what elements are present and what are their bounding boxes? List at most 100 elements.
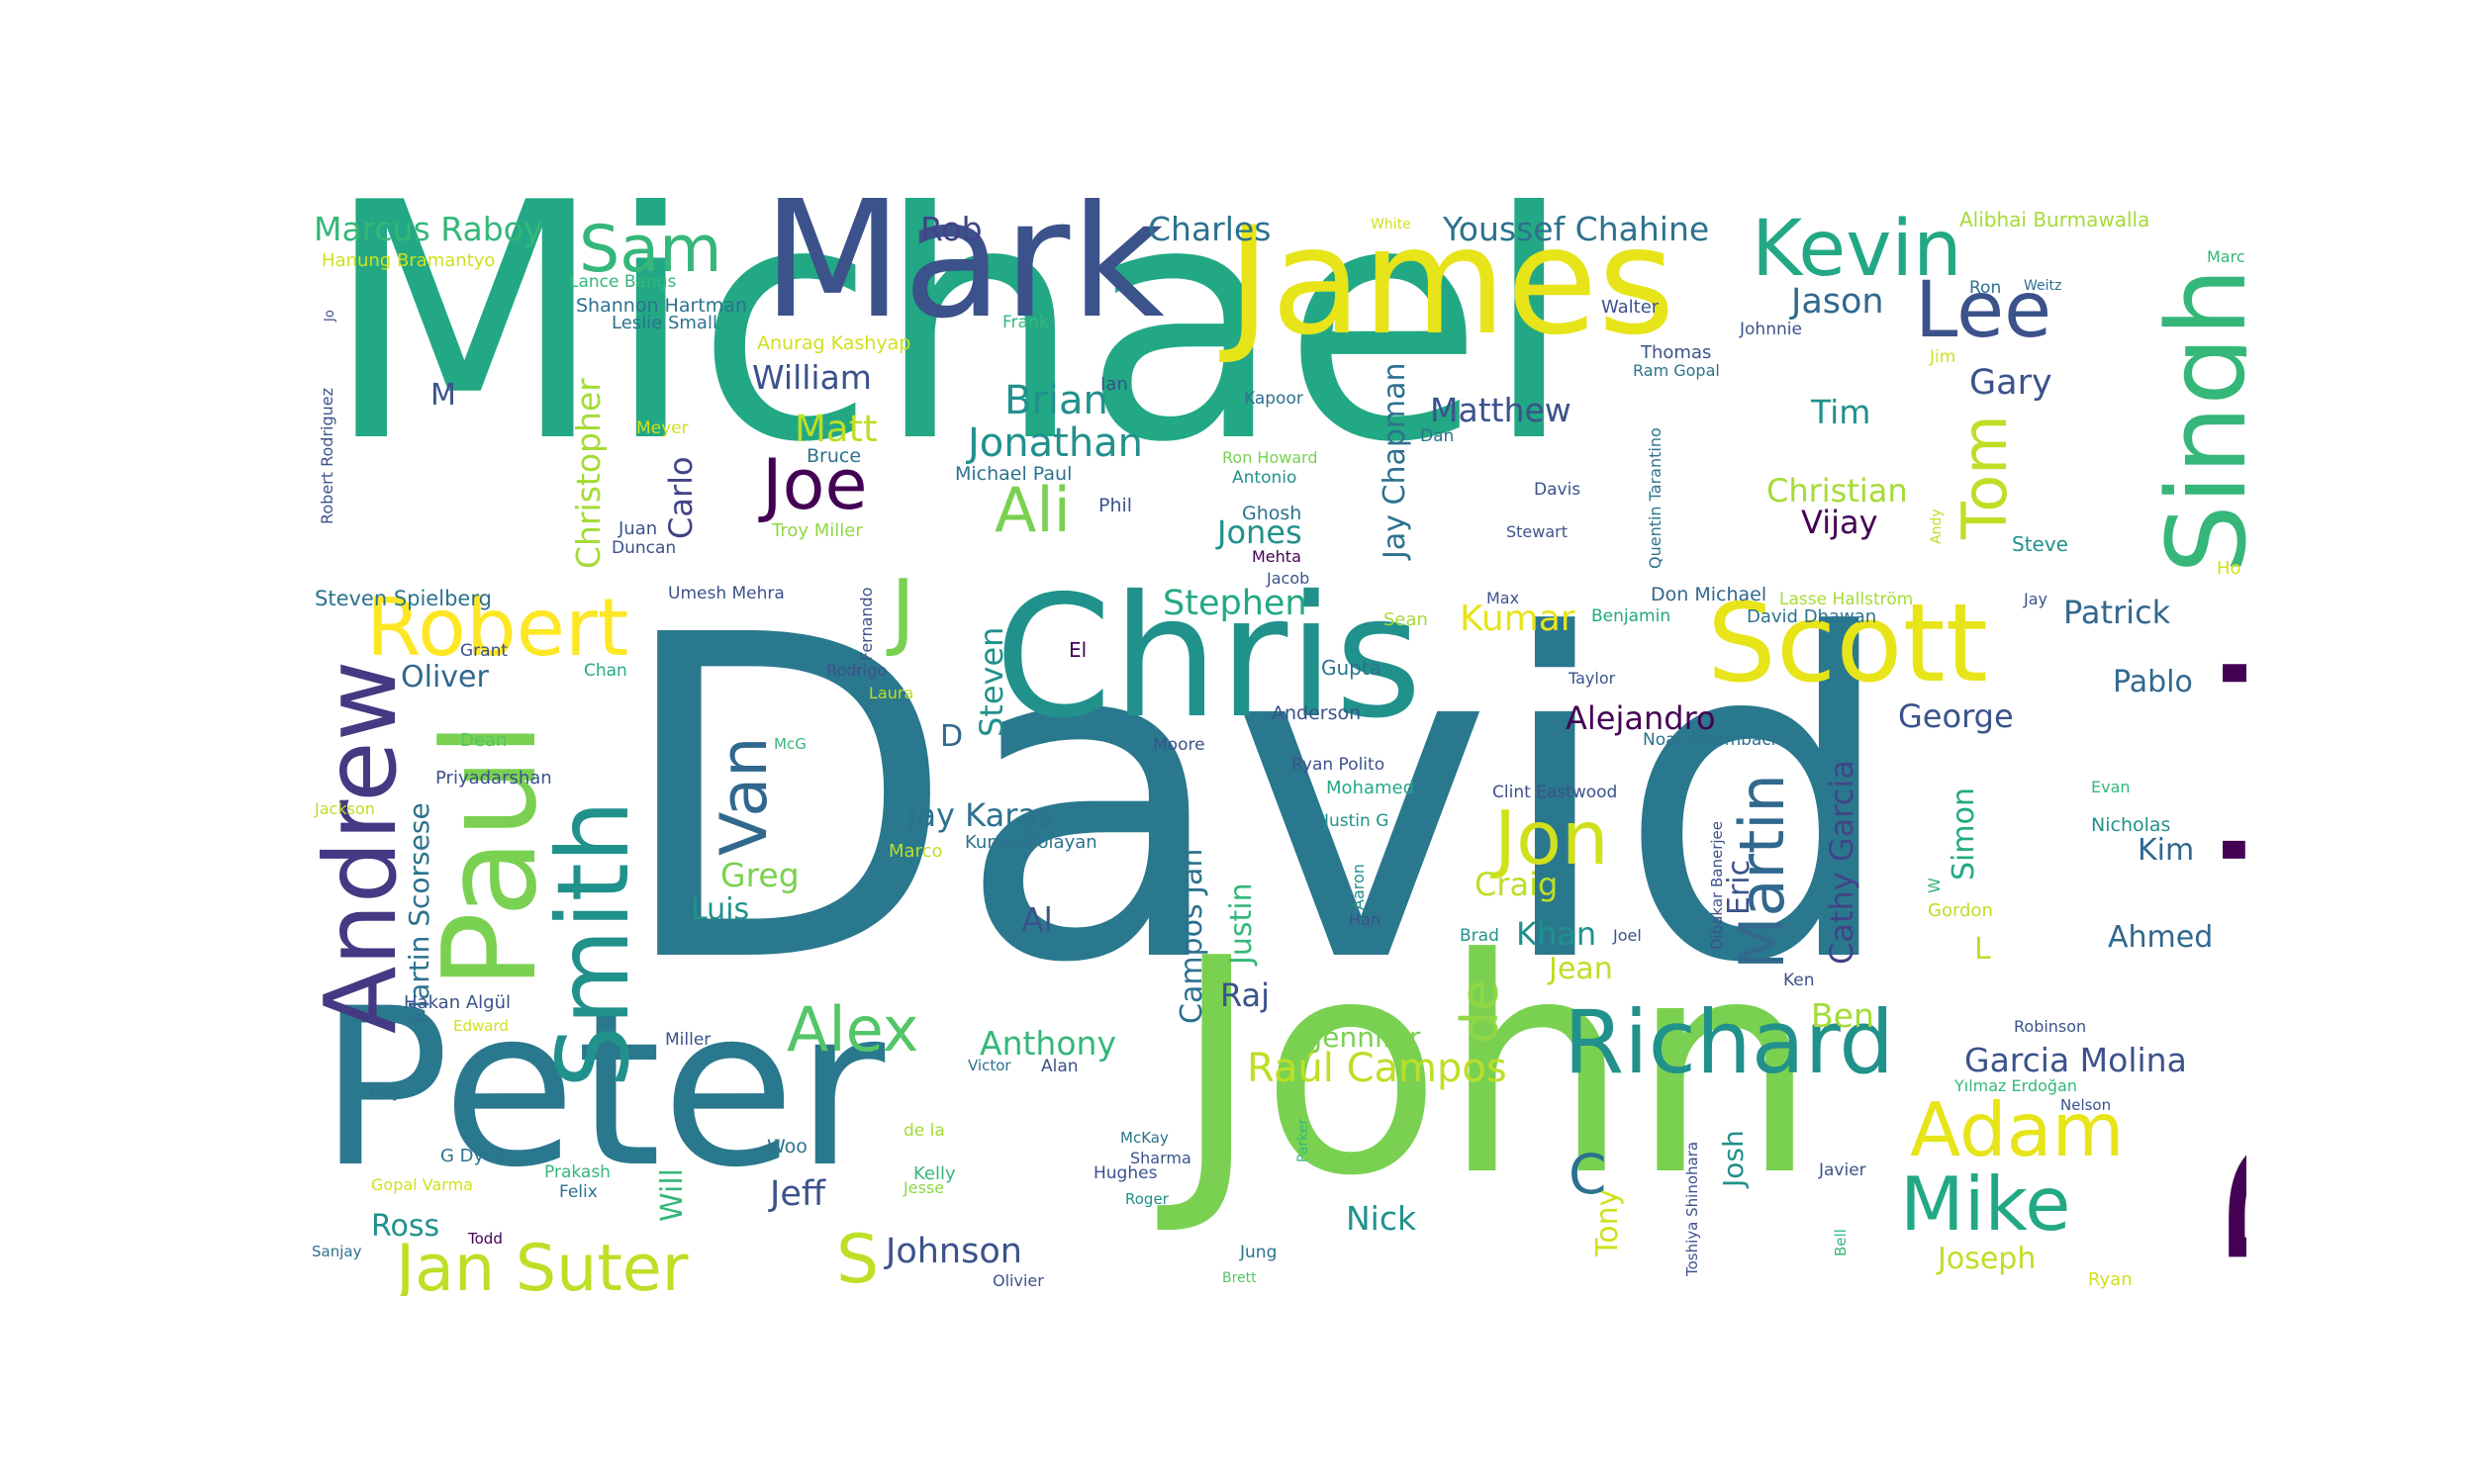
word-david-dhawan: David Dhawan — [1747, 606, 1877, 627]
word-benjamin: Benjamin — [1591, 606, 1671, 626]
word-gordon: Gordon — [1928, 900, 1993, 921]
word-anderson: Anderson — [1272, 702, 1362, 724]
word-g-dyck: G Dyck — [440, 1146, 505, 1166]
word-alex: Alex — [787, 993, 919, 1066]
word-troy-miller: Troy Miller — [772, 520, 863, 541]
word-miller: Miller — [665, 1030, 712, 1050]
word-white: White — [1371, 217, 1411, 232]
word-andrew: Andrew — [307, 660, 419, 1035]
word-aaron: Aaron — [1349, 864, 1368, 910]
word-alan: Alan — [1041, 1057, 1079, 1076]
word-davis: Davis — [1534, 480, 1581, 500]
word-patrick: Patrick — [2063, 594, 2171, 631]
word-mcg: McG — [774, 735, 807, 753]
word-jones: Jones — [1217, 513, 1302, 551]
word-lee: Lee — [1915, 266, 2052, 355]
word-de-la: de la — [904, 1121, 945, 1141]
word-johnnie: Johnnie — [1740, 320, 1802, 339]
word-jo: Jo — [323, 310, 337, 322]
word-juan: Juan — [618, 518, 658, 539]
word-alibhai-burmawalla: Alibhai Burmawalla — [1959, 208, 2150, 232]
word-hakan-algul: Hakan Algül — [404, 992, 511, 1013]
word-raul-campos: Raúl Campos — [1247, 1046, 1507, 1091]
word-richard: Richard — [1564, 991, 1895, 1093]
word-todd: Todd — [468, 1230, 503, 1248]
word-robert-rodriguez: Robert Rodriguez — [318, 387, 336, 524]
word-nelson: Nelson — [2060, 1096, 2112, 1114]
word-jacob: Jacob — [1267, 569, 1310, 588]
word-christopher: Christopher — [569, 378, 608, 569]
word-marco: Marco — [889, 841, 943, 862]
word-campos-jan: Campos Jan — [1175, 848, 1209, 1024]
word-gupta: Gupta — [1321, 656, 1381, 680]
word-thomas: Thomas — [1641, 342, 1712, 363]
word-han: Han — [1349, 910, 1380, 929]
word-ken: Ken — [1783, 971, 1815, 990]
word-mike: Mike — [1900, 1160, 2071, 1248]
word-oliver: Oliver — [401, 660, 489, 695]
word-steve: Steve — [2012, 532, 2068, 556]
word-hanung-bramantyo: Hanung Bramantyo — [322, 250, 496, 271]
word-van: Van — [708, 736, 782, 856]
word-antonio: Antonio — [1232, 468, 1297, 488]
word-jon: Jon — [1494, 794, 1609, 881]
word-mckay: McKay — [1120, 1129, 1169, 1147]
word-raj: Raj — [1220, 976, 1271, 1014]
word-joe: Joe — [762, 444, 868, 525]
word-victor: Victor — [968, 1057, 1011, 1074]
word-kevin: Kevin — [1752, 205, 1962, 294]
word-marc: Marc — [2207, 247, 2245, 266]
word-mohamed: Mohamed — [1326, 778, 1415, 798]
word-taylor: Taylor — [1569, 669, 1616, 688]
word-prakash: Prakash — [544, 1162, 611, 1182]
word-stephen: Stephen — [1163, 584, 1307, 623]
word-jeff: Jeff — [770, 1174, 825, 1214]
word-j: J — [891, 562, 916, 660]
word-frank: Frank — [1002, 313, 1049, 332]
word-ryan: Ryan — [2088, 1269, 2133, 1290]
word-l: L — [1974, 932, 1991, 967]
word-jackson: Jackson — [315, 799, 375, 818]
word-chan: Chan — [584, 661, 627, 681]
word-simon: Simon — [1947, 788, 1981, 881]
word-sanjay: Sanjay — [312, 1243, 362, 1260]
word-hughes: Hughes — [1094, 1163, 1158, 1183]
word-s: S — [836, 1221, 880, 1296]
word-kelly: Kelly — [913, 1163, 956, 1184]
word-brett: Brett — [1222, 1270, 1257, 1286]
word-mehta: Mehta — [1252, 547, 1301, 566]
word-matt: Matt — [795, 408, 878, 450]
word-phil: Phil — [1098, 495, 1133, 516]
word-jay-karas: Jay Karas — [907, 796, 1054, 834]
word-dan: Dan — [1420, 426, 1455, 446]
word-weitz: Weitz — [2024, 278, 2062, 294]
word-nick: Nick — [1346, 1199, 1417, 1238]
word-peter: Peter — [319, 962, 886, 1215]
word-luis: Luis — [691, 892, 750, 927]
word-ben: Ben — [1811, 996, 1874, 1035]
word-evan: Evan — [2091, 778, 2131, 796]
word-kim: Kim — [2138, 833, 2195, 868]
word-sam: Sam — [579, 213, 722, 287]
word-garcia-molina: Garcia Molina — [1964, 1041, 2187, 1079]
word-el: El — [1069, 638, 1088, 662]
word-edward: Edward — [453, 1017, 509, 1035]
word-ian: Ian — [1100, 374, 1128, 395]
word-max: Max — [1486, 589, 1520, 607]
word-noah-baumbach: Noah Baumbach — [1643, 730, 1782, 750]
word-bell: Bell — [1832, 1229, 1850, 1256]
word-dean: Dean — [460, 730, 508, 751]
word-andy: Andy — [1929, 509, 1945, 544]
word-al: Al — [1021, 900, 1053, 939]
word-walter: Walter — [1601, 297, 1660, 318]
word-kunle-afolayan: Kunle Afolayan — [965, 832, 1097, 853]
word-ram-gopal: Ram Gopal — [1633, 361, 1720, 380]
word-smith: Smith — [535, 799, 651, 1088]
word-toshiya-shinohara: Toshiya Shinohara — [1683, 1141, 1701, 1276]
word-jay-chapman: Jay Chapman — [1378, 362, 1412, 559]
word-leslie-small: Leslie Small — [612, 313, 717, 333]
word-cloud: Michael David John Peter Daniel Mark Jam… — [307, 198, 2246, 1296]
word-steven: Steven — [973, 626, 1010, 737]
word-jean: Jean — [1549, 952, 1613, 986]
word-ron: Ron — [1969, 278, 2002, 298]
